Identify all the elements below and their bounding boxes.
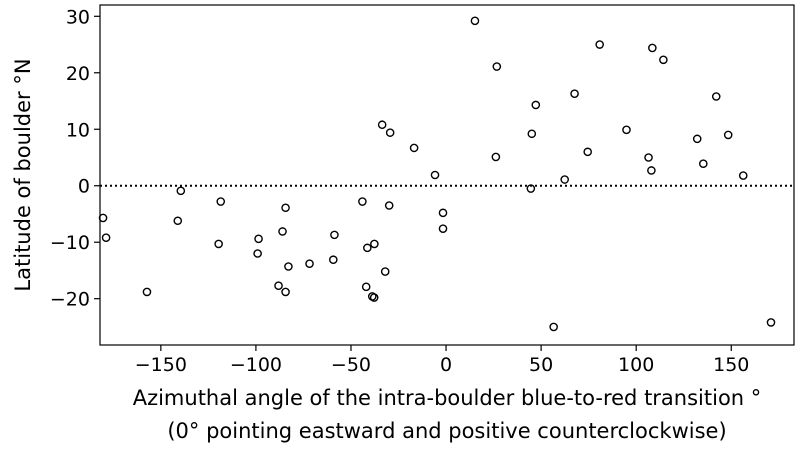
point: [101, 233, 111, 242]
point: [328, 255, 338, 265]
point: [692, 134, 702, 144]
point: [281, 287, 290, 297]
point: [659, 55, 668, 65]
point: [369, 293, 379, 302]
point: [216, 197, 226, 206]
point: [214, 239, 223, 249]
y-tick-label: 30: [66, 6, 90, 28]
x-axis-label-2: (0° pointing eastward and positive count…: [167, 419, 726, 443]
point: [253, 249, 262, 258]
y-tick-label: 10: [66, 119, 90, 141]
point: [361, 282, 371, 292]
point: [549, 322, 558, 332]
point: [173, 216, 183, 226]
point: [142, 287, 152, 297]
point: [254, 234, 263, 244]
point: [622, 125, 631, 135]
point: [570, 89, 579, 98]
x-tick-label: 0: [440, 354, 452, 376]
point: [492, 62, 502, 71]
point: [385, 128, 395, 137]
x-tick-label: −50: [331, 354, 371, 376]
point: [330, 230, 339, 240]
point: [377, 120, 387, 130]
point: [648, 43, 657, 53]
point: [438, 224, 448, 233]
plot-frame: [99, 4, 795, 346]
point: [176, 186, 186, 196]
point: [363, 243, 372, 253]
point: [281, 203, 290, 213]
point: [409, 143, 419, 153]
point: [278, 227, 287, 236]
x-axis-label: Azimuthal angle of the intra-boulder blu…: [133, 386, 762, 410]
point: [438, 208, 448, 218]
point: [699, 159, 708, 169]
point: [723, 130, 733, 140]
point: [738, 171, 748, 180]
point: [384, 201, 394, 210]
point: [531, 100, 541, 110]
point: [491, 152, 501, 162]
point: [560, 175, 569, 184]
x-tick-label: 50: [529, 354, 553, 376]
x-tick-label: −150: [135, 354, 187, 376]
point: [644, 153, 653, 162]
point: [647, 166, 656, 175]
point: [711, 92, 721, 101]
point: [526, 184, 536, 193]
point: [358, 197, 367, 206]
point: [274, 281, 283, 290]
y-tick-label: 20: [66, 63, 90, 85]
point: [380, 267, 390, 276]
point: [766, 318, 776, 327]
x-tick-label: 100: [618, 354, 654, 376]
point: [370, 239, 379, 249]
point: [470, 16, 480, 26]
x-tick-label: 150: [713, 354, 749, 376]
y-tick-label: −20: [50, 289, 90, 311]
y-tick-label: 0: [78, 176, 90, 198]
point: [527, 129, 537, 139]
point: [595, 40, 604, 49]
point: [305, 259, 314, 268]
x-tick-label: −100: [230, 354, 282, 376]
y-axis-label: Latitude of boulder °N: [11, 58, 35, 291]
point: [583, 147, 593, 157]
y-tick-label: −10: [50, 232, 90, 254]
point: [430, 170, 440, 180]
point: [284, 262, 293, 271]
